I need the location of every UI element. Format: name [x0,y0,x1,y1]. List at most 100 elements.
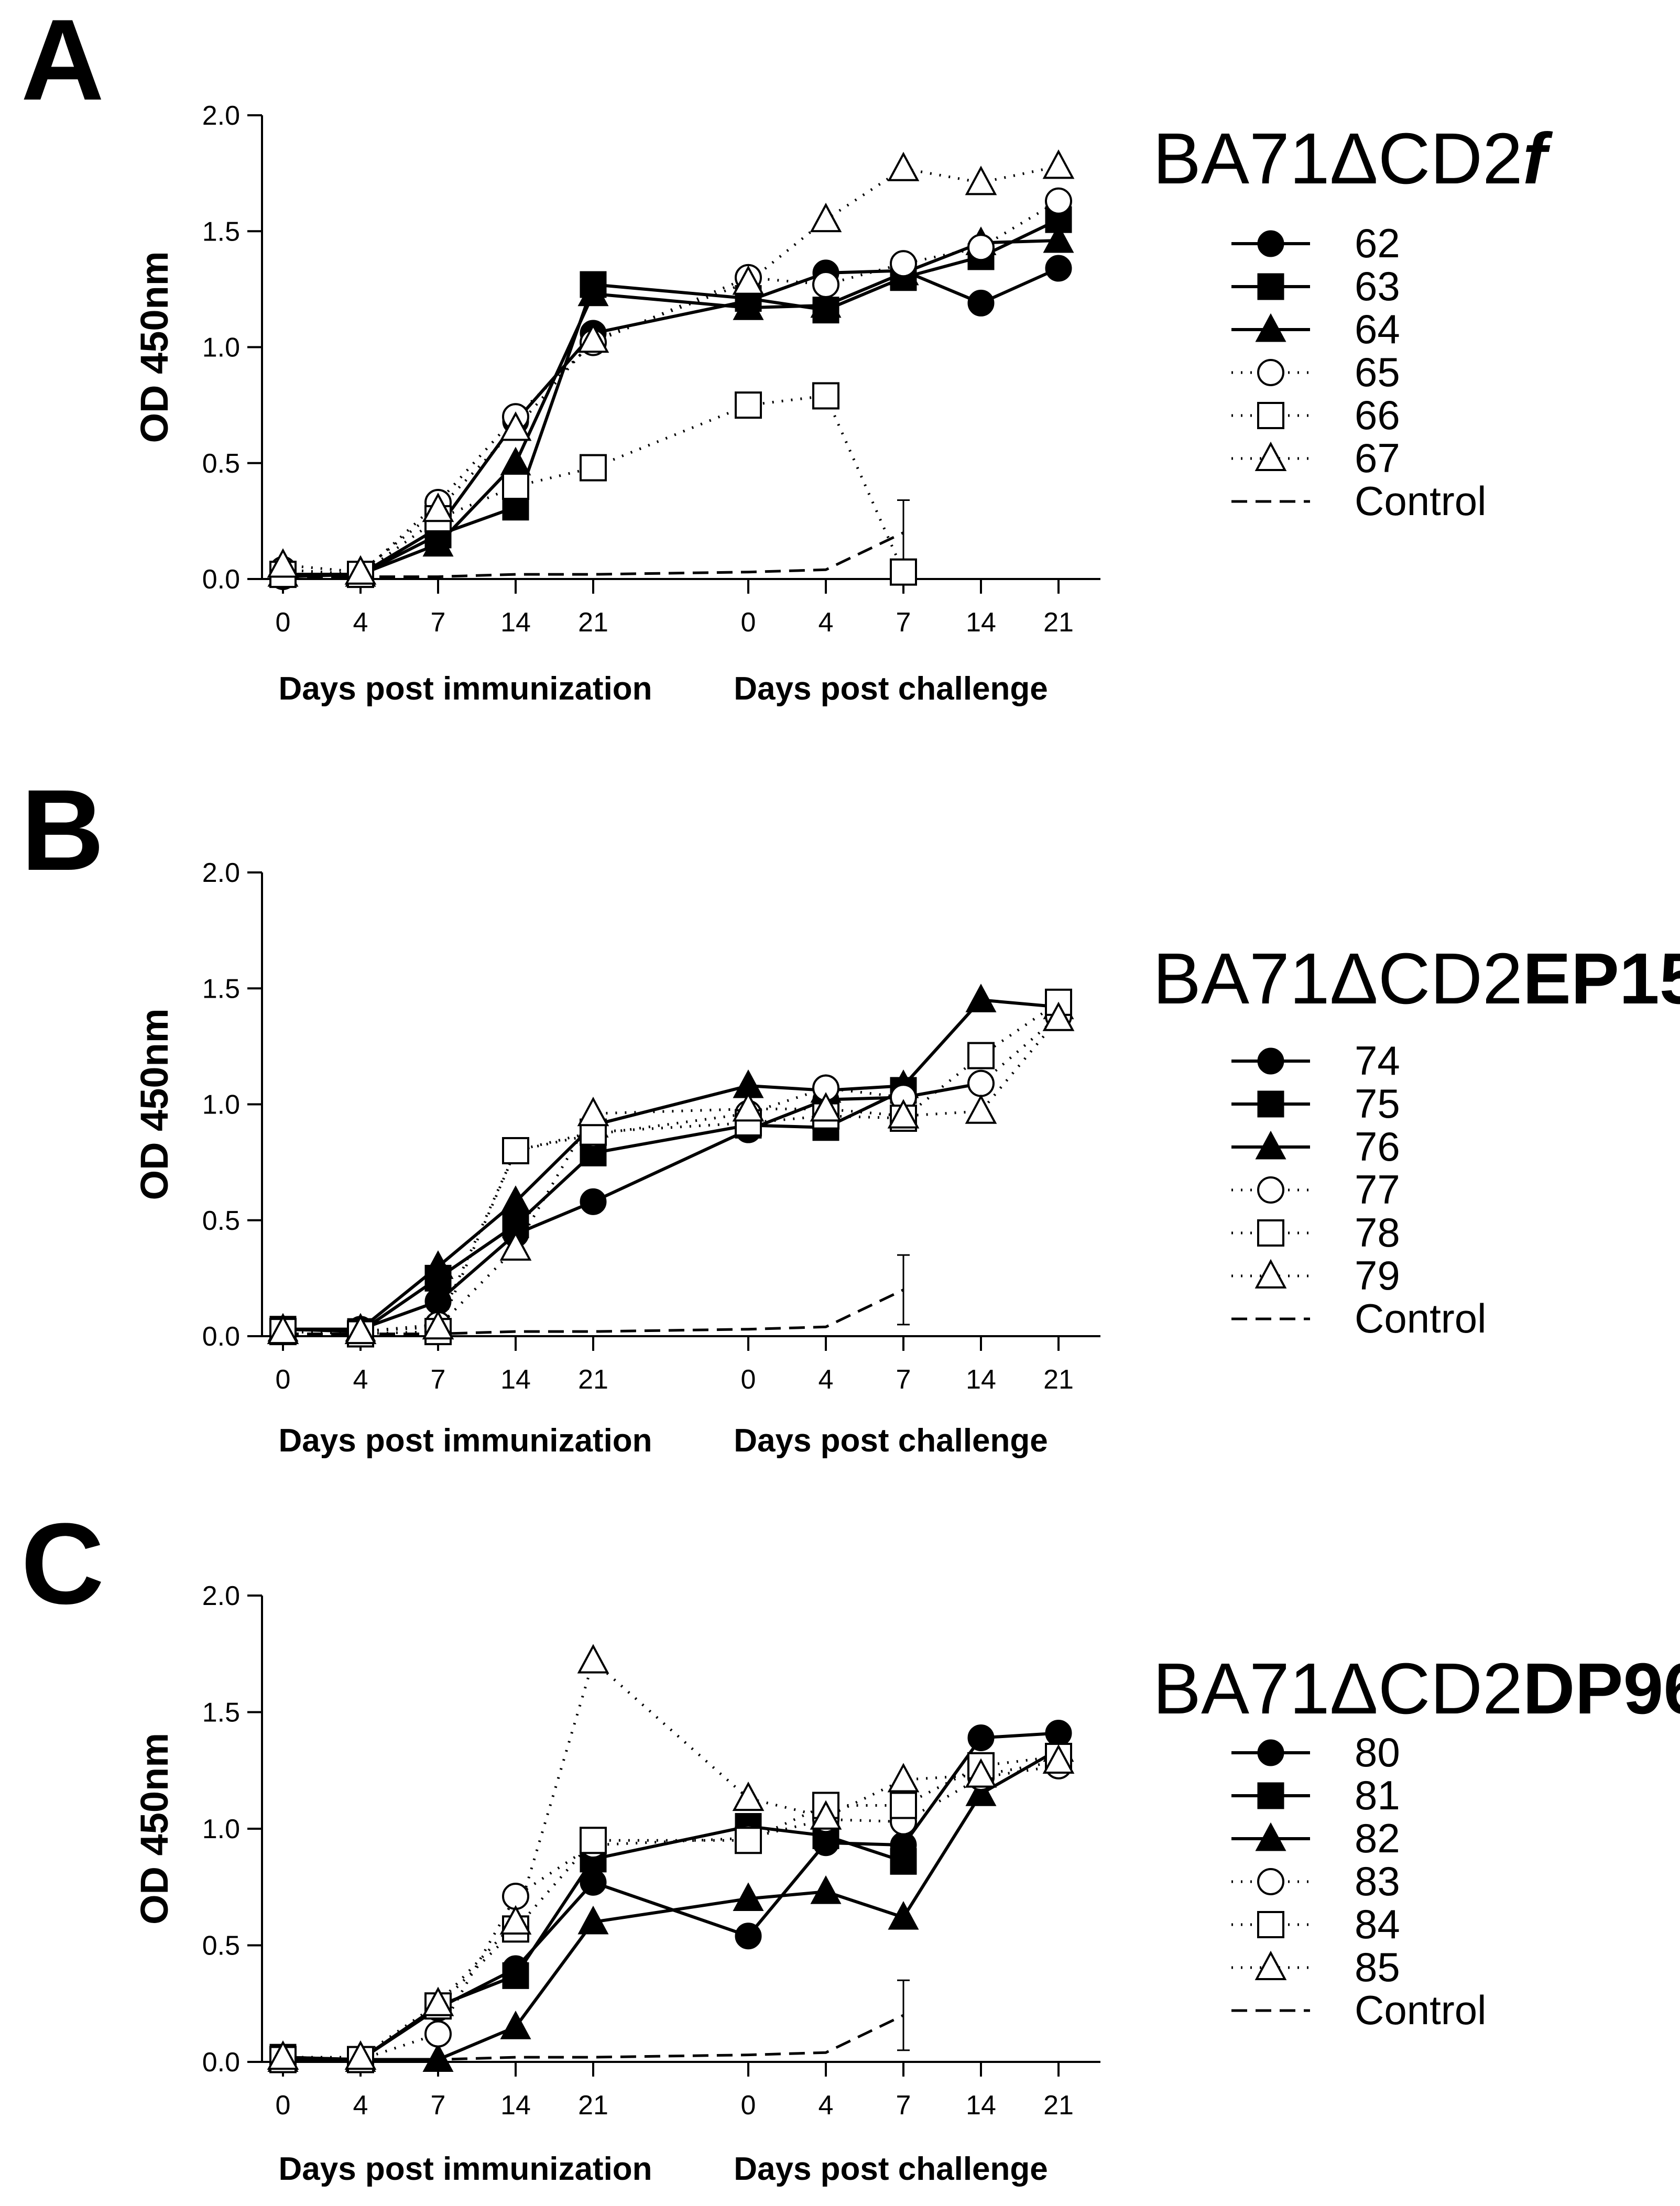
data-point [580,1869,607,1896]
x-tick-label: 14 [966,1364,996,1395]
data-point [577,277,609,307]
series-82 [283,1748,1060,2061]
legend-marker [1257,1911,1284,1938]
legend-label: Control [1355,1295,1486,1341]
series-control [283,1979,910,2061]
legend-label: 79 [1355,1252,1400,1298]
x-group-label: Days post immunization [278,2151,652,2187]
series-line [283,2014,904,2061]
series-76 [283,998,1059,1331]
markers-82 [267,1733,1074,2072]
data-point [422,493,454,522]
data-point [500,1185,531,1214]
data-point [732,265,765,295]
legend-marker [1257,273,1284,300]
markers-79 [267,1001,1075,1345]
data-point [502,1962,529,1989]
x-tick-label: 21 [578,2090,608,2121]
series-62 [282,267,1060,578]
markers-80 [269,1720,1072,2073]
panel-title-main: BA71ΔCD2 [1153,118,1523,199]
data-point [812,382,839,410]
data-point [887,1763,920,1793]
x-tick-label: 14 [500,2090,531,2121]
y-tick-label: 1.5 [202,216,240,247]
x-tick-label: 0 [741,2090,756,2121]
legend-marker [1257,402,1284,429]
series-line [283,1288,904,1336]
data-point [810,202,842,233]
x-group-label: Days post challenge [734,2151,1048,2187]
markers-83 [269,1752,1072,2073]
y-tick-label: 2.0 [202,101,240,131]
x-tick-label: 7 [431,607,446,638]
series-line [283,1659,1059,2059]
x-tick-label: 21 [578,607,608,638]
legend-label: 65 [1355,349,1400,395]
x-tick-label: 21 [1043,1364,1074,1395]
x-tick-label: 14 [966,607,996,638]
data-point [344,2040,377,2070]
markers-74 [269,1070,995,1343]
markers-76 [267,984,1074,1342]
series-line [282,1731,1059,2061]
series-85 [283,1659,1059,2059]
series-83 [283,1764,1059,2061]
y-axis-label: OD 450nm [133,1008,176,1200]
y-tick-label: 1.0 [202,333,240,363]
data-point [500,2011,531,2039]
series-63 [283,218,1060,576]
data-point [344,555,377,585]
panel-b: B BA71ΔCD2EP153R 0.0 0.5 1.0 1.5 2.0 OD 450nm 0 4… [21,766,1680,1459]
panel-letter: B [21,766,104,894]
data-point [577,1096,609,1127]
y-tick-label: 0.0 [202,2047,240,2078]
data-point [732,1092,765,1122]
data-point [733,1882,764,1911]
panel-letter: A [21,0,104,124]
data-point [890,558,917,586]
legend-marker [1255,313,1286,342]
x-tick-label: 0 [276,1364,291,1395]
legend-label: 76 [1355,1123,1400,1170]
x-tick-label: 7 [431,2090,446,2121]
series-line [282,1001,1060,1336]
data-point [810,1875,842,1904]
data-point [965,1758,997,1788]
legend-label: Control [1355,1987,1486,2033]
series-control [283,1254,910,1336]
y-tick-label: 1.5 [202,974,240,1004]
data-point [812,271,839,299]
series-line [283,1082,981,1331]
legend-marker [1257,1176,1284,1204]
data-point [1042,1001,1075,1031]
series-line [283,218,1060,576]
legend-marker [1257,230,1284,257]
legend-label: 81 [1355,1772,1400,1818]
x-tick-label: 4 [819,2090,834,2121]
markers-85 [267,1644,1075,2070]
series-80 [282,1731,1059,2061]
series-line [282,165,1059,574]
x-group-label: Days post challenge [734,1423,1048,1459]
data-point [267,1314,299,1345]
data-point [580,1827,607,1854]
series-line [283,1748,1060,2061]
x-tick-label: 0 [741,607,756,638]
data-point [965,1094,997,1124]
panel-title-suffix: f [1523,118,1553,199]
data-point [499,1231,532,1261]
series-74 [283,1082,981,1331]
x-tick-label: 4 [819,607,834,638]
legend-marker [1255,1130,1286,1160]
data-point [502,473,529,500]
y-tick-label: 2.0 [202,858,240,888]
data-point [967,1069,995,1097]
data-point [810,1092,842,1122]
y-tick-label: 0.5 [202,1206,240,1236]
data-point [967,1724,995,1751]
legend-label: 77 [1355,1166,1400,1213]
legend-label: Control [1355,478,1486,524]
